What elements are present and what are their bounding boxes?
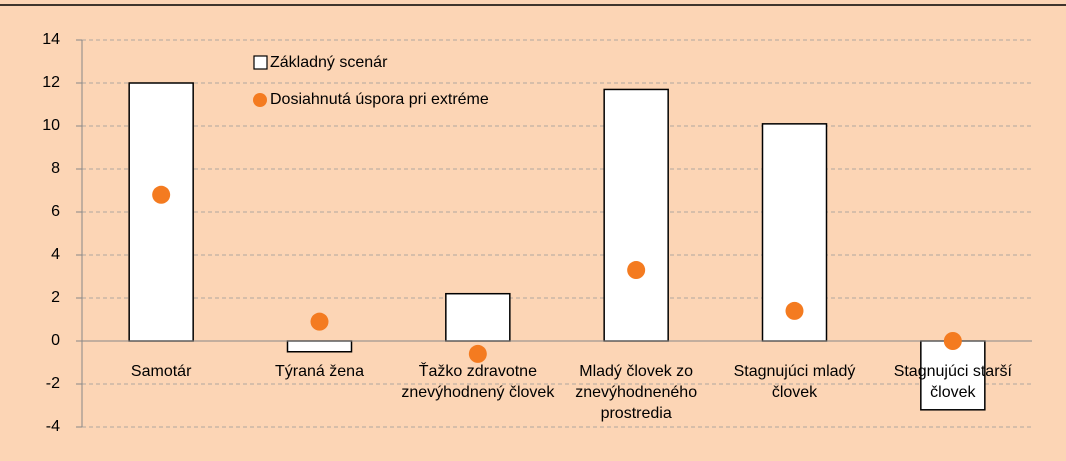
y-tick-label: 2: [51, 289, 60, 306]
x-tick-label: Stagnujúci starší človek: [893, 363, 1012, 401]
dot: [785, 301, 804, 320]
dot: [627, 261, 646, 280]
bar: [445, 292, 511, 342]
legend-label: Dosiahnutá úspora pri extréme: [270, 91, 489, 108]
bar: [128, 82, 194, 342]
y-tick-label: 12: [42, 74, 60, 91]
y-tick-label: 8: [51, 160, 60, 177]
bar: [286, 340, 353, 353]
x-tick-label: Samotár: [130, 363, 192, 380]
legend-swatch: [253, 55, 268, 70]
dot: [152, 185, 171, 204]
x-tick-label: Ťažko zdravotne znevýhodnený človek: [401, 363, 555, 401]
y-tick-label: 4: [51, 246, 60, 263]
legend-label: Základný scenár: [270, 54, 388, 71]
y-tick-label: 14: [42, 31, 60, 48]
dot: [310, 312, 329, 331]
bar: [920, 340, 986, 411]
y-tick-label: 6: [51, 203, 60, 220]
legend-swatch: [253, 93, 267, 107]
dot: [943, 332, 962, 350]
x-tick-label: Mladý človek zo znevýhodneného prostredi…: [575, 363, 698, 422]
y-tick-label: -4: [46, 418, 60, 435]
y-tick-label: 10: [42, 117, 60, 134]
y-tick-label: 0: [51, 332, 60, 349]
bar: [603, 88, 669, 342]
x-tick-label: Stagnujúci mladý človek: [733, 363, 856, 401]
dot: [468, 344, 487, 363]
x-tick-label: Týraná žena: [275, 363, 364, 380]
y-tick-label: -2: [46, 375, 60, 392]
